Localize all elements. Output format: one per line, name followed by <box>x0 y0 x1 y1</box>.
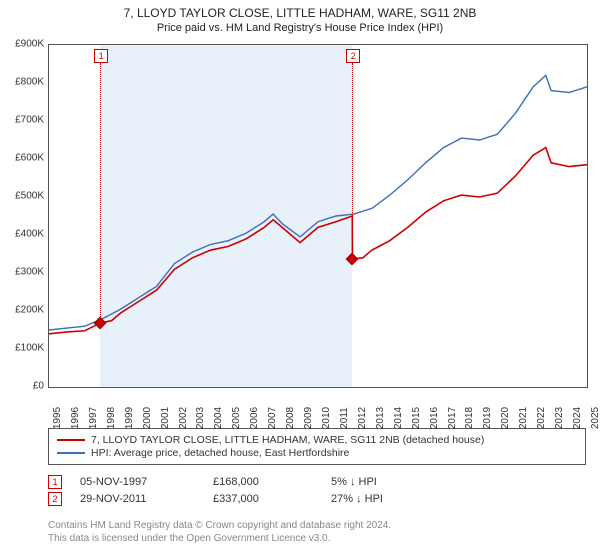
sales-marker: 2 <box>48 492 62 506</box>
series-property <box>49 148 587 334</box>
x-tick-label: 2023 <box>554 407 565 429</box>
series-hpi <box>49 75 587 330</box>
legend-label-property: 7, LLOYD TAYLOR CLOSE, LITTLE HADHAM, WA… <box>91 434 484 446</box>
x-tick-label: 2017 <box>447 407 458 429</box>
y-tick-label: £900K <box>0 39 44 50</box>
y-tick-label: £800K <box>0 77 44 88</box>
y-tick-label: £600K <box>0 153 44 164</box>
x-tick-label: 2019 <box>482 407 493 429</box>
x-tick-label: 2018 <box>464 407 475 429</box>
legend-swatch-hpi <box>57 452 85 454</box>
x-tick-label: 2014 <box>393 407 404 429</box>
footer-attribution: Contains HM Land Registry data © Crown c… <box>48 520 586 545</box>
x-tick-label: 2005 <box>231 407 242 429</box>
footer-line2: This data is licensed under the Open Gov… <box>48 533 586 546</box>
chart-subtitle: Price paid vs. HM Land Registry's House … <box>0 22 600 34</box>
x-tick-label: 2001 <box>160 407 171 429</box>
marker-label-2: 2 <box>346 49 360 63</box>
x-tick-label: 2015 <box>411 407 422 429</box>
sales-delta: 5% ↓ HPI <box>331 476 586 488</box>
x-tick-label: 2007 <box>267 407 278 429</box>
y-tick-label: £0 <box>0 381 44 392</box>
y-tick-label: £500K <box>0 191 44 202</box>
x-tick-label: 2002 <box>178 407 189 429</box>
x-tick-label: 1996 <box>70 407 81 429</box>
sales-date: 29-NOV-2011 <box>80 493 195 505</box>
x-tick-label: 2024 <box>572 407 583 429</box>
sales-price: £337,000 <box>213 493 313 505</box>
marker-line-1 <box>100 63 101 323</box>
x-tick-label: 1998 <box>106 407 117 429</box>
marker-label-1: 1 <box>94 49 108 63</box>
x-tick-label: 1999 <box>124 407 135 429</box>
legend-swatch-property <box>57 439 85 441</box>
x-tick-label: 2020 <box>500 407 511 429</box>
legend-row-property: 7, LLOYD TAYLOR CLOSE, LITTLE HADHAM, WA… <box>57 434 577 446</box>
x-tick-label: 2022 <box>536 407 547 429</box>
marker-line-2 <box>352 63 353 259</box>
x-tick-label: 1995 <box>52 407 63 429</box>
legend-row-hpi: HPI: Average price, detached house, East… <box>57 447 577 459</box>
x-tick-label: 2021 <box>518 407 529 429</box>
chart-container: 7, LLOYD TAYLOR CLOSE, LITTLE HADHAM, WA… <box>0 0 600 560</box>
sales-delta: 27% ↓ HPI <box>331 493 586 505</box>
x-tick-label: 2000 <box>142 407 153 429</box>
x-tick-label: 2011 <box>339 407 350 429</box>
x-tick-label: 2008 <box>285 407 296 429</box>
sales-marker: 1 <box>48 475 62 489</box>
x-tick-label: 2016 <box>429 407 440 429</box>
chart-title: 7, LLOYD TAYLOR CLOSE, LITTLE HADHAM, WA… <box>0 6 600 20</box>
x-tick-label: 2003 <box>195 407 206 429</box>
x-tick-label: 1997 <box>88 407 99 429</box>
sales-date: 05-NOV-1997 <box>80 476 195 488</box>
sales-row: 1 05-NOV-1997 £168,000 5% ↓ HPI <box>48 475 586 489</box>
chart-svg <box>49 45 587 387</box>
x-tick-label: 2010 <box>321 407 332 429</box>
x-tick-label: 2013 <box>375 407 386 429</box>
x-tick-label: 2025 <box>590 407 600 429</box>
sales-table: 1 05-NOV-1997 £168,000 5% ↓ HPI 2 29-NOV-2011… <box>48 472 586 509</box>
y-tick-label: £300K <box>0 267 44 278</box>
legend-box: 7, LLOYD TAYLOR CLOSE, LITTLE HADHAM, WA… <box>48 428 586 465</box>
sales-row: 2 29-NOV-2011 £337,000 27% ↓ HPI <box>48 492 586 506</box>
y-tick-label: £200K <box>0 305 44 316</box>
y-tick-label: £400K <box>0 229 44 240</box>
y-tick-label: £100K <box>0 343 44 354</box>
x-tick-label: 2006 <box>249 407 260 429</box>
x-tick-label: 2009 <box>303 407 314 429</box>
footer-line1: Contains HM Land Registry data © Crown c… <box>48 520 586 533</box>
title-block: 7, LLOYD TAYLOR CLOSE, LITTLE HADHAM, WA… <box>0 0 600 34</box>
legend-label-hpi: HPI: Average price, detached house, East… <box>91 447 349 459</box>
x-tick-label: 2004 <box>213 407 224 429</box>
plot-area: 12 <box>48 44 588 388</box>
y-tick-label: £700K <box>0 115 44 126</box>
x-tick-label: 2012 <box>357 407 368 429</box>
sales-price: £168,000 <box>213 476 313 488</box>
